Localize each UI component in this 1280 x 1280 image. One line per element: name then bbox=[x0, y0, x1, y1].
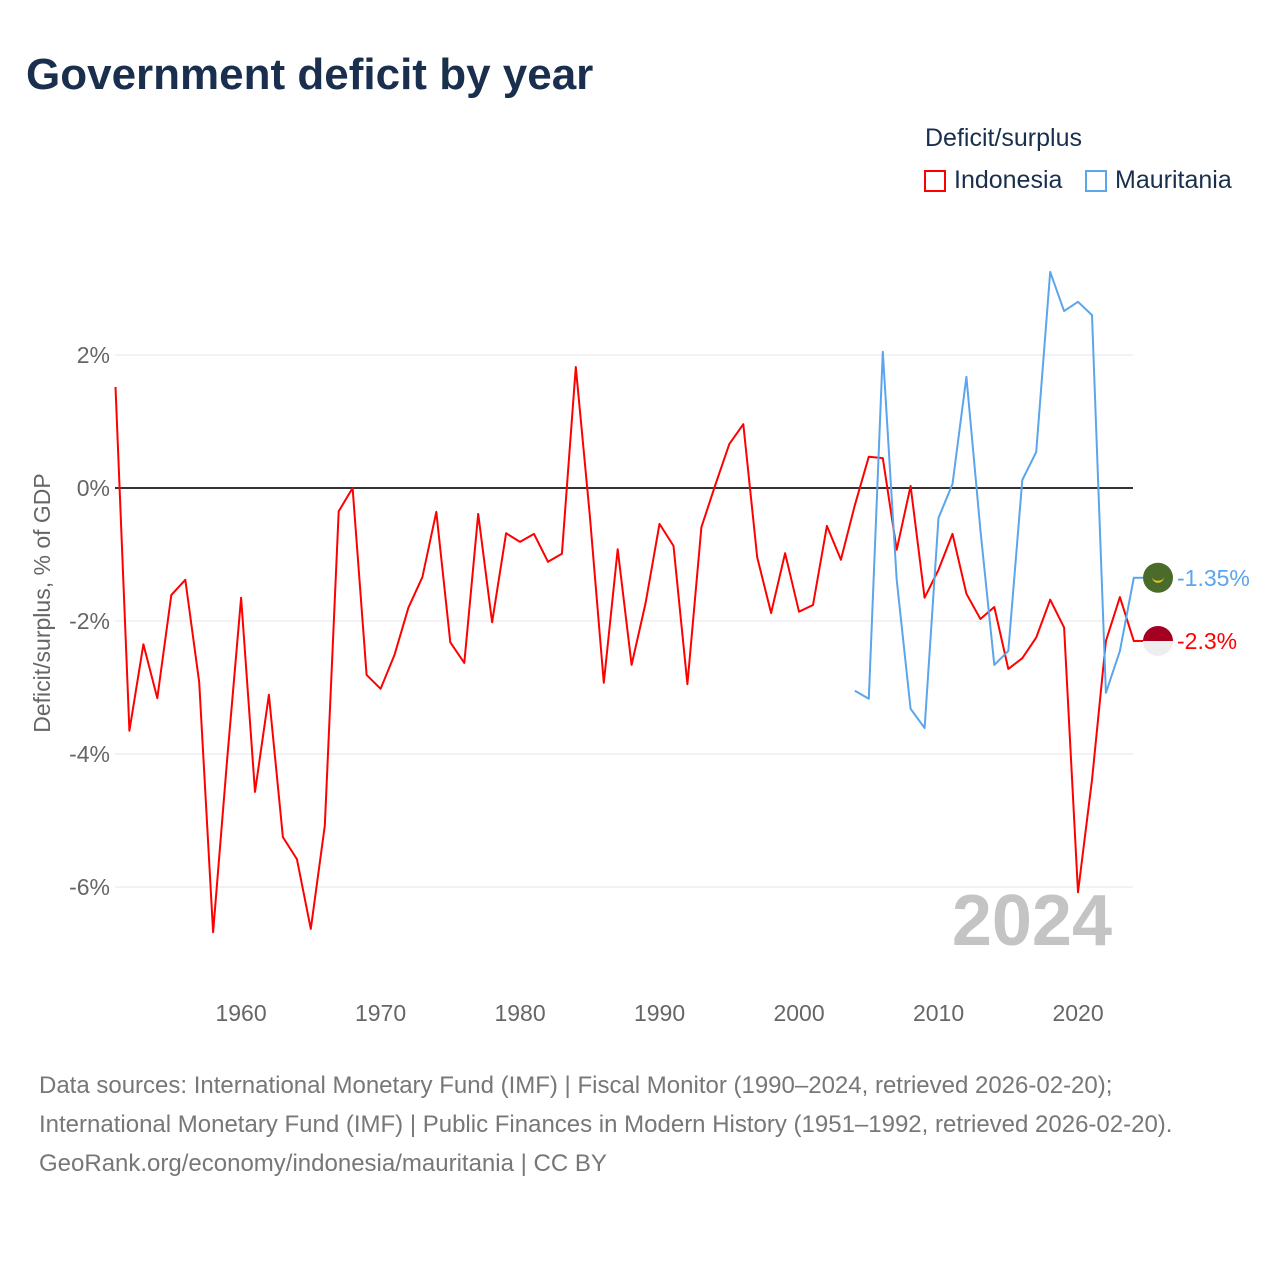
mauritania-flag-icon bbox=[1143, 562, 1173, 593]
legend-swatch bbox=[924, 169, 946, 192]
legend-label: Indonesia bbox=[954, 166, 1063, 194]
mauritania-crescent-icon bbox=[1152, 576, 1164, 583]
year-watermark: 2024 bbox=[952, 881, 1112, 961]
end-value-label: -2.3% bbox=[1177, 628, 1237, 654]
footer: Data sources: International Monetary Fun… bbox=[39, 1066, 1239, 1183]
data-sources: Data sources: International Monetary Fun… bbox=[39, 1072, 1173, 1138]
legend-title: Deficit/surplus bbox=[925, 124, 1082, 152]
indonesia-flag-icon bbox=[1143, 640, 1173, 656]
x-tick-label: 2010 bbox=[913, 1000, 964, 1026]
series-line-indonesia bbox=[114, 366, 1135, 934]
line-chart: 2% 0% -2% -4% -6% 1960 1970 1980 1990 2000 2010 202… bbox=[29, 270, 1250, 1026]
x-tick-label: 1970 bbox=[355, 1000, 406, 1026]
x-tick-label: 2000 bbox=[773, 1000, 824, 1026]
x-tick-label: 1960 bbox=[215, 1000, 266, 1026]
y-tick-label: -6% bbox=[69, 874, 110, 900]
series-line-mauritania bbox=[854, 270, 1135, 730]
legend-label: Mauritania bbox=[1115, 166, 1232, 194]
chart-title: Government deficit by year bbox=[26, 50, 594, 99]
y-tick-label: 0% bbox=[77, 475, 110, 501]
x-tick-label: 2020 bbox=[1052, 1000, 1103, 1026]
x-tick-label: 1990 bbox=[634, 1000, 685, 1026]
legend-swatch bbox=[1085, 169, 1107, 192]
credit-link[interactable]: GeoRank.org/economy/indonesia/mauritania… bbox=[39, 1150, 607, 1177]
y-tick-label: -2% bbox=[69, 608, 110, 634]
legend-item-indonesia[interactable]: Indonesia bbox=[924, 166, 1062, 195]
end-value-label: -1.35% bbox=[1177, 565, 1250, 591]
x-tick-label: 1980 bbox=[494, 1000, 545, 1026]
indonesia-flag-icon bbox=[1143, 625, 1173, 641]
y-tick-label: 2% bbox=[77, 342, 110, 368]
legend-item-mauritania[interactable]: Mauritania bbox=[1085, 166, 1232, 195]
y-axis-label: Deficit/surplus, % of GDP bbox=[29, 473, 55, 732]
y-tick-label: -4% bbox=[69, 741, 110, 767]
